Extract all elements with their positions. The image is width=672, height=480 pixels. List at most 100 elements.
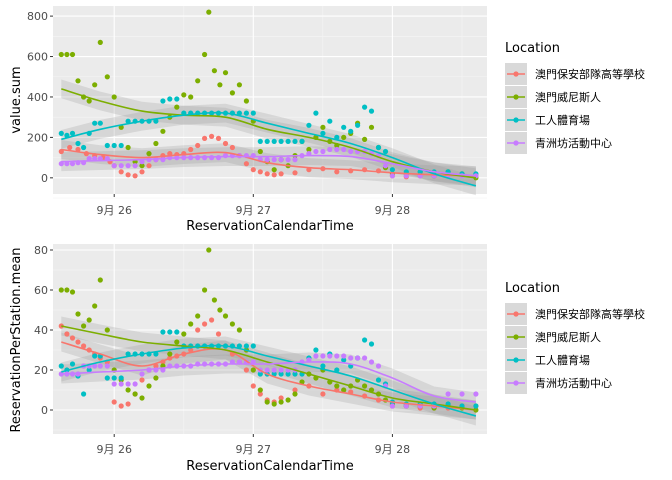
data-point: [382, 148, 389, 155]
data-point: [125, 351, 131, 357]
data-point: [125, 172, 131, 178]
data-point: [174, 329, 180, 335]
data-point: [222, 313, 229, 319]
data-point: [334, 146, 340, 153]
smooth-line: [61, 325, 477, 411]
data-point: [403, 403, 409, 409]
data-point: [181, 92, 187, 98]
legend-label: 工人體育場: [535, 353, 590, 367]
data-point: [188, 321, 194, 327]
data-point: [202, 51, 208, 58]
data-point: [368, 124, 375, 130]
data-point: [313, 148, 319, 155]
data-point: [58, 363, 64, 369]
data-point: [334, 383, 340, 389]
data-point: [348, 355, 354, 361]
data-point: [125, 144, 131, 151]
data-point: [341, 146, 347, 153]
data-point: [368, 359, 375, 365]
legend-label: 澳門保安部隊高等學校: [535, 307, 645, 321]
data-point: [92, 353, 98, 359]
smooth-line: [61, 344, 477, 417]
data-point: [368, 108, 375, 114]
data-point: [278, 157, 284, 163]
data-point: [215, 135, 222, 141]
smooth-line: [61, 88, 477, 179]
data-point: [243, 367, 249, 373]
x-tick-label: 9月 28: [375, 204, 411, 217]
data-point: [174, 339, 180, 345]
smooth-line: [61, 111, 477, 187]
data-point: [271, 401, 277, 407]
data-point: [382, 163, 389, 169]
data-point: [278, 138, 284, 144]
data-point: [306, 122, 312, 128]
data-point: [64, 287, 70, 293]
data-point: [188, 146, 194, 153]
minor-gridlines: [53, 244, 487, 434]
data-point: [264, 399, 270, 405]
data-point: [202, 321, 208, 327]
data-point: [264, 171, 270, 177]
data-point: [111, 142, 117, 149]
data-point: [111, 94, 117, 100]
data-point: [153, 140, 159, 147]
legend-key-point: [513, 94, 519, 100]
data-point: [362, 383, 368, 389]
data-point: [118, 381, 124, 387]
data-point: [257, 169, 263, 175]
y-tick-labels: 0 200 400 600 800: [27, 10, 53, 185]
data-point: [97, 277, 103, 283]
data-point: [459, 391, 465, 397]
y-tick-label: 0: [41, 172, 48, 185]
major-gridlines: [53, 6, 487, 194]
data-point: [118, 142, 124, 149]
data-point: [132, 381, 138, 387]
data-point: [211, 68, 217, 74]
data-point: [174, 104, 180, 110]
y-tick-label: 800: [27, 10, 48, 23]
data-point: [278, 371, 284, 377]
data-point: [320, 124, 326, 130]
data-point: [271, 172, 277, 178]
data-point: [64, 51, 70, 58]
bottom-chart: 0 20 40 60 80 9月 26 9月 27 9月 28 ReservationCal…: [9, 244, 645, 474]
data-point: [375, 144, 382, 151]
data-point: [69, 161, 76, 167]
data-point: [160, 128, 166, 134]
data-point: [64, 161, 70, 167]
data-point: [75, 146, 81, 153]
data-point: [195, 313, 201, 319]
data-point: [320, 148, 326, 155]
data-point: [153, 375, 159, 381]
data-point: [111, 163, 117, 169]
data-point: [209, 133, 215, 139]
data-point: [92, 82, 98, 88]
data-point: [195, 78, 201, 84]
y-tick-label: 80: [34, 244, 48, 257]
data-point: [313, 347, 319, 353]
data-point: [417, 169, 423, 175]
data-point: [125, 118, 131, 124]
data-point: [174, 96, 180, 102]
data-point: [92, 303, 98, 309]
data-point: [111, 399, 117, 405]
data-point: [75, 140, 81, 147]
data-point: [236, 327, 242, 333]
data-point: [271, 367, 277, 373]
data-point: [292, 157, 298, 163]
data-point: [206, 9, 212, 15]
data-point: [243, 110, 249, 116]
data-point: [118, 163, 124, 169]
data-point: [118, 375, 124, 381]
data-point: [188, 347, 194, 353]
data-point: [285, 138, 291, 144]
y-tick-label: 200: [27, 131, 48, 144]
data-point: [58, 287, 64, 293]
data-point: [69, 130, 76, 136]
data-point: [118, 169, 124, 175]
data-point: [292, 170, 298, 176]
data-point: [86, 98, 92, 104]
data-point: [75, 311, 81, 317]
